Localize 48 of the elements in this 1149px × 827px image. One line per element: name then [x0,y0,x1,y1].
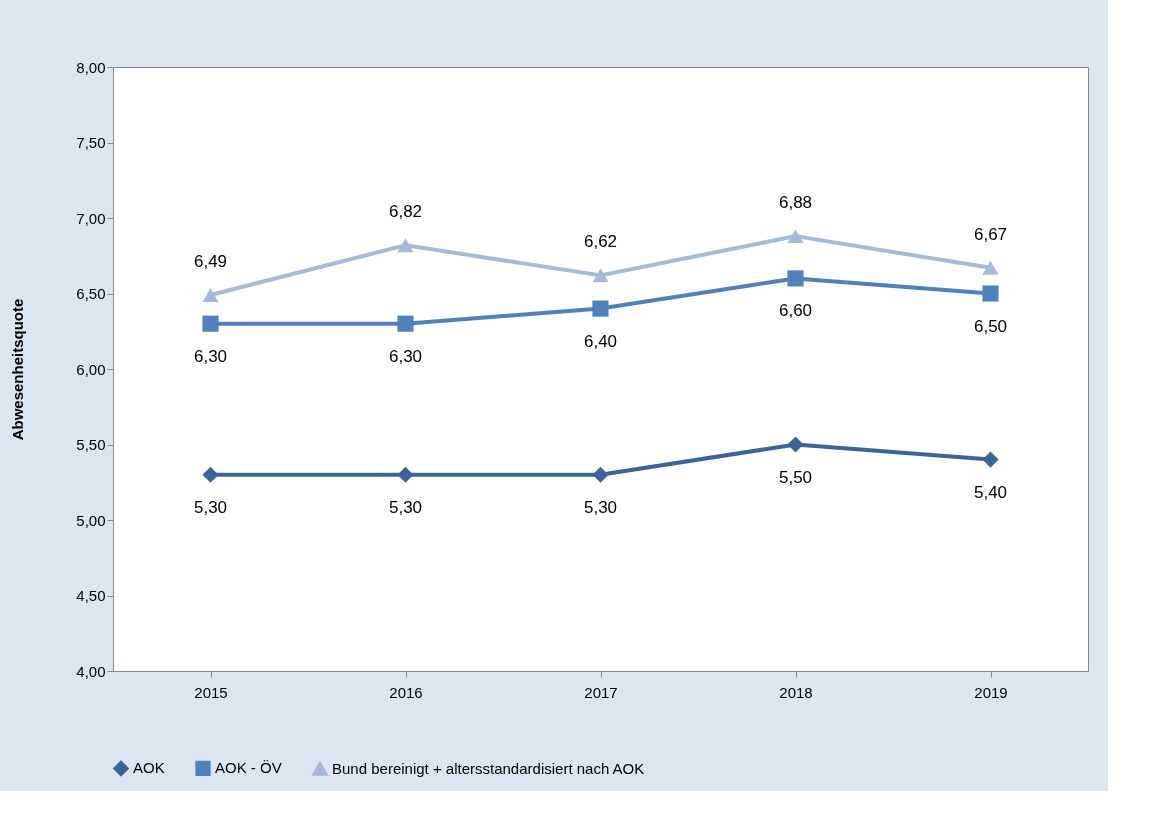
data-label: 6,30 [193,346,228,366]
point [982,285,999,302]
point [787,270,804,287]
data-label: 5,30 [193,497,228,517]
data-label: 5,30 [583,497,618,517]
data-label: 5,30 [388,497,423,517]
data-label: 6,62 [583,232,618,252]
legend-label: AOK - ÖV [215,759,282,777]
legend-label: AOK [133,759,165,777]
x-tick-label: 2015 [194,683,228,701]
point [202,315,219,332]
point [592,466,609,483]
point [397,315,414,332]
y-tick-label: 4,50 [76,587,106,604]
point [982,260,999,275]
point [592,268,609,283]
y-tick-label: 5,50 [76,436,106,453]
data-label: 6,88 [778,193,813,213]
point [982,451,999,468]
y-axis-title: Abwesenheitsquote [9,298,27,441]
y-tick-label: 7,00 [76,209,106,227]
x-tick-label: 2019 [974,683,1008,701]
data-label: 6,82 [388,202,423,222]
data-label: 6,40 [583,331,618,351]
data-label: 5,50 [778,467,813,487]
x-tick-label: 2018 [779,683,813,701]
y-tick-label: 6,00 [76,360,106,378]
data-label: 6,30 [388,346,423,366]
data-label: 5,40 [973,482,1008,502]
point [397,466,414,483]
legend-label: Bund bereinigt + altersstandardisiert nach AOK [332,759,645,777]
x-tick-label: 2016 [389,683,423,701]
point [787,229,804,244]
y-tick-label: 4,00 [76,662,106,680]
data-label: 6,67 [973,224,1008,244]
point [202,466,219,483]
point [787,436,804,453]
point [397,238,414,253]
y-tick-label: 7,50 [76,134,106,151]
data-label: 6,50 [973,316,1008,336]
y-tick-label: 6,50 [76,285,106,302]
y-tick-label: 8,00 [76,58,106,76]
x-tick-label: 2017 [584,683,618,701]
y-tick-label: 5,00 [76,511,106,529]
data-label: 6,60 [778,301,813,321]
point [202,288,219,302]
data-label: 6,49 [193,252,228,272]
point [592,300,609,317]
